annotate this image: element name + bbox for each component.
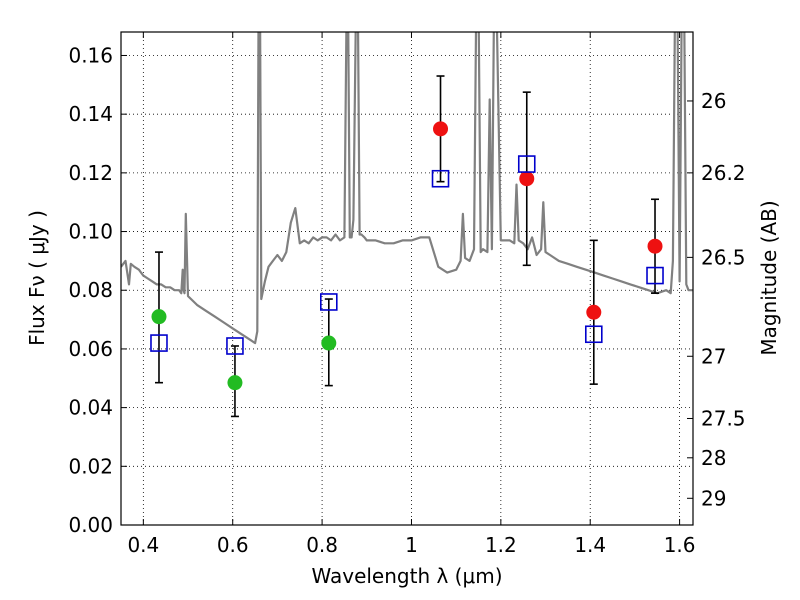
data-point-marker (519, 171, 535, 187)
y-tick-label: 0.14 (68, 102, 113, 126)
x-axis-label: Wavelength λ (μm) (311, 564, 502, 588)
plot-frame (120, 31, 694, 526)
data-point-marker (647, 238, 663, 254)
model-square-marker (584, 325, 603, 344)
y-tick-label: 0.04 (68, 396, 113, 420)
right-tick-label: 27.5 (701, 406, 746, 430)
data-point-marker (586, 304, 602, 320)
marker-layer (150, 121, 664, 391)
x-tick-label: 1.4 (574, 533, 606, 557)
x-tick-label: 1 (405, 533, 418, 557)
right-tick-label: 27 (701, 344, 726, 368)
y-tick-label: 0.00 (68, 513, 113, 537)
x-tick-label: 1.6 (664, 533, 696, 557)
model-square-marker (517, 155, 536, 173)
data-point-marker (151, 309, 167, 325)
x-tick-label: 0.4 (127, 533, 159, 557)
spectrum-layer (121, 32, 693, 345)
model-square-marker (431, 169, 450, 188)
right-tick-label: 29 (701, 486, 726, 510)
y-axis-label-right: Magnitude (AB) (757, 200, 781, 355)
y-axis-label: Flux Fν ( μJy ) (25, 210, 49, 346)
data-point-marker (321, 335, 337, 351)
model-square-marker (319, 293, 338, 311)
axis-ticks: 0.4 0.6 0.8 1 1.2 1.4 1.6 0.00 0.02 0.04 0.06 0.08 0… (68, 32, 746, 557)
model-square-marker (226, 337, 244, 355)
y-tick-label: 0.10 (68, 220, 113, 244)
plot-background (121, 32, 693, 525)
y-tick-label: 0.12 (68, 161, 113, 185)
y-tick-label: 0.02 (68, 454, 113, 478)
right-tick-label: 26.5 (701, 245, 746, 269)
x-tick-label: 1.2 (485, 533, 517, 557)
model-square-marker (646, 266, 664, 285)
right-tick-label: 26 (701, 89, 726, 113)
y-tick-label: 0.06 (68, 337, 113, 361)
y-tick-label: 0.08 (68, 278, 113, 302)
spectrum-line (121, 32, 693, 345)
model-square-marker (150, 334, 168, 352)
y-tick-label: 0.16 (68, 43, 113, 67)
data-point-marker (433, 121, 449, 137)
right-tick-label: 26.2 (701, 161, 746, 185)
x-tick-label: 0.6 (217, 533, 249, 557)
right-tick-label: 28 (701, 446, 726, 470)
x-tick-label: 0.8 (306, 533, 338, 557)
data-point-marker (227, 375, 243, 391)
